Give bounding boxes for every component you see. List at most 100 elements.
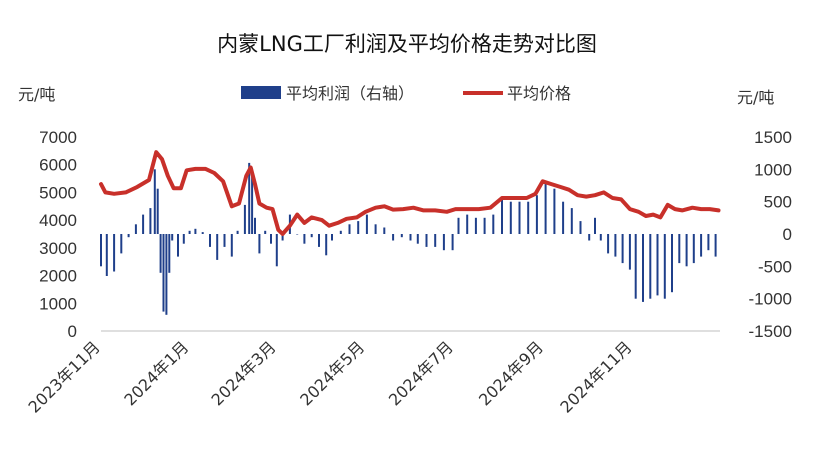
price-point	[629, 208, 631, 210]
left-tick-label: 4000	[39, 211, 77, 230]
price-line-series	[99, 150, 721, 236]
price-point	[620, 198, 622, 201]
price-point	[691, 206, 694, 209]
profit-bar	[177, 234, 179, 257]
price-point	[541, 180, 544, 183]
left-tick-label: 2000	[39, 267, 77, 286]
x-axis: 2023年11月 2024年1月 2024年3月 2024年5月 2024年7月 2024…	[25, 337, 636, 416]
profit-bar	[230, 234, 233, 257]
profit-bar	[113, 234, 116, 272]
price-point	[155, 151, 157, 153]
price-point	[700, 208, 702, 210]
profit-bar	[642, 234, 644, 302]
profit-bar	[159, 234, 162, 273]
profit-bar	[383, 227, 386, 234]
profit-bar	[442, 234, 445, 251]
profit-bar	[553, 188, 556, 234]
price-point	[345, 218, 348, 220]
price-point	[238, 202, 240, 205]
left-tick-label: 6000	[39, 156, 77, 175]
profit-bar	[656, 234, 659, 296]
price-point	[594, 194, 596, 196]
profit-bar	[171, 234, 174, 241]
x-tick-label: 2023年11月	[25, 337, 104, 416]
price-point	[113, 193, 115, 195]
price-point	[104, 191, 107, 194]
profit-bar	[357, 221, 360, 234]
price-point	[525, 197, 528, 199]
profit-bar	[562, 201, 565, 234]
profit-bar	[700, 234, 703, 257]
profit-bar	[400, 234, 403, 238]
price-point	[328, 224, 330, 227]
price-point	[576, 194, 579, 196]
price-point	[136, 186, 139, 188]
price-point	[383, 205, 386, 208]
profit-bar	[678, 234, 681, 264]
profit-bar	[535, 195, 538, 234]
price-point	[637, 211, 640, 213]
price-point	[466, 208, 469, 210]
profit-bar	[182, 234, 185, 244]
profit-bar	[194, 228, 197, 234]
price-point	[180, 187, 182, 190]
price-point	[434, 209, 437, 212]
x-tick-label: 2024年7月	[385, 337, 457, 409]
profit-bar	[416, 234, 419, 244]
price-point	[585, 195, 588, 198]
price-point	[204, 168, 207, 170]
price-point	[611, 197, 614, 199]
price-point	[310, 216, 313, 219]
profit-bar	[168, 234, 171, 273]
profit-bar	[236, 230, 239, 234]
right-axis: -1500 -1000 -500 0 500 1000 1500	[749, 128, 792, 341]
price-point	[296, 213, 299, 216]
price-point	[124, 191, 127, 194]
price-point	[100, 183, 102, 185]
price-point	[374, 206, 377, 209]
price-point	[213, 172, 216, 174]
price-point	[289, 224, 291, 227]
chart-title: 内蒙LNG工厂利润及平均价格走势对比图	[217, 32, 597, 56]
profit-bar	[457, 217, 460, 234]
profit-bar	[501, 198, 503, 234]
profit-bar	[671, 234, 673, 293]
price-point	[172, 187, 175, 190]
price-point	[185, 169, 188, 172]
price-point	[514, 197, 516, 199]
legend: 平均利润（右轴） 平均价格	[241, 84, 571, 103]
profit-bar	[599, 234, 602, 241]
profit-bar	[692, 234, 695, 264]
profit-bar	[714, 234, 717, 257]
price-point	[550, 183, 553, 185]
right-tick-label: 1000	[754, 160, 792, 179]
price-point	[392, 208, 394, 211]
left-tick-label: 0	[68, 322, 77, 341]
profit-bar	[142, 214, 145, 234]
profit-bar	[339, 230, 342, 234]
profit-bar	[434, 234, 437, 247]
left-tick-label: 5000	[39, 183, 77, 202]
profit-bar	[105, 234, 108, 276]
x-tick-label: 2024年1月	[120, 337, 192, 409]
right-axis-unit: 元/吨	[737, 88, 774, 107]
price-point	[422, 209, 425, 212]
price-point	[364, 211, 367, 213]
right-tick-label: 500	[764, 193, 792, 212]
profit-bar	[296, 234, 299, 235]
x-tick-label: 2024年11月	[556, 337, 635, 416]
price-point	[258, 202, 261, 205]
profit-bar	[621, 234, 624, 264]
price-point	[666, 204, 669, 206]
price-point	[194, 168, 197, 170]
profit-bar	[685, 234, 688, 267]
profit-bar	[120, 234, 123, 254]
left-tick-label: 7000	[39, 128, 77, 147]
profit-bar	[100, 234, 102, 267]
price-point	[167, 175, 169, 177]
right-tick-label: -1500	[749, 322, 792, 341]
profit-bar	[483, 217, 486, 234]
profit-bar	[348, 224, 351, 234]
profit-bar	[518, 201, 521, 234]
